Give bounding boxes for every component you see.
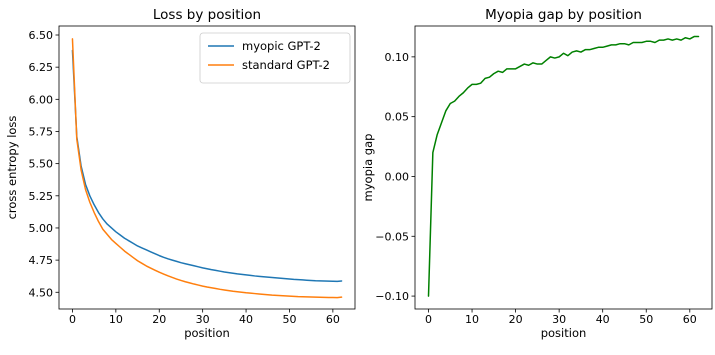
loss-xtick-label: 0 [69, 313, 76, 326]
gap-xtick-label: 10 [465, 313, 479, 326]
loss-x-axis-label: position [184, 326, 230, 340]
loss-xtick-label: 30 [196, 313, 210, 326]
loss-xtick-label: 50 [282, 313, 296, 326]
loss-axes-frame [58, 25, 356, 310]
loss-xtick-label: 10 [109, 313, 123, 326]
loss-xtick-label: 40 [239, 313, 253, 326]
gap-xtick-label: 40 [596, 313, 610, 326]
gap-xtick-label: 0 [425, 313, 432, 326]
loss-chart-title: Loss by position [153, 7, 261, 23]
loss-xtick-label: 60 [326, 313, 340, 326]
gap-xtick-label: 20 [509, 313, 523, 326]
loss-legend-label: myopic GPT-2 [242, 39, 321, 53]
loss-ytick-label: 4.50 [29, 286, 54, 299]
loss-ytick-label: 5.50 [29, 158, 54, 171]
gap-ytick-label: −0.05 [375, 230, 409, 243]
loss-legend-box [199, 32, 351, 84]
gap-ytick-label: 0.05 [385, 111, 410, 124]
loss-ytick-label: 5.00 [29, 222, 54, 235]
gap-x-axis-label: position [541, 326, 587, 340]
gap-xtick-label: 30 [552, 313, 566, 326]
gap-ytick-label: −0.10 [375, 290, 409, 303]
gap-panel: 0 10 20 30 40 50 60 −0.10 −0.05 0.00 0.05 0.10 Myopi… [361, 7, 713, 340]
loss-y-axis-label: cross entropy loss [5, 116, 19, 220]
loss-line-standard-gpt-2 [71, 38, 343, 299]
loss-ytick-label: 5.75 [29, 125, 54, 138]
gap-y-axis-label: myopia gap [361, 134, 375, 202]
gap-ytick-label: 0.10 [385, 51, 410, 64]
loss-ytick-label: 6.00 [29, 93, 54, 106]
loss-line-myopic-gpt-2 [71, 49, 343, 283]
gap-ytick-label: 0.00 [385, 170, 410, 183]
gap-line-series-0 [427, 35, 700, 297]
loss-panel: 0 10 20 30 40 50 60 4.50 4.75 5.00 5.25 5.50 5.75 6.0… [5, 7, 356, 340]
gap-xtick-label: 50 [639, 313, 653, 326]
loss-xtick-label: 20 [152, 313, 166, 326]
gap-xtick-label: 60 [683, 313, 697, 326]
loss-legend-label: standard GPT-2 [242, 58, 330, 72]
gap-axes-frame [414, 25, 713, 310]
loss-ytick-label: 5.25 [29, 190, 54, 203]
loss-legend: myopic GPT-2 standard GPT-2 [199, 32, 351, 84]
loss-ytick-label: 6.50 [29, 29, 54, 42]
loss-ytick-label: 4.75 [29, 254, 54, 267]
loss-ytick-label: 6.25 [29, 61, 54, 74]
gap-chart-title: Myopia gap by position [485, 7, 642, 23]
